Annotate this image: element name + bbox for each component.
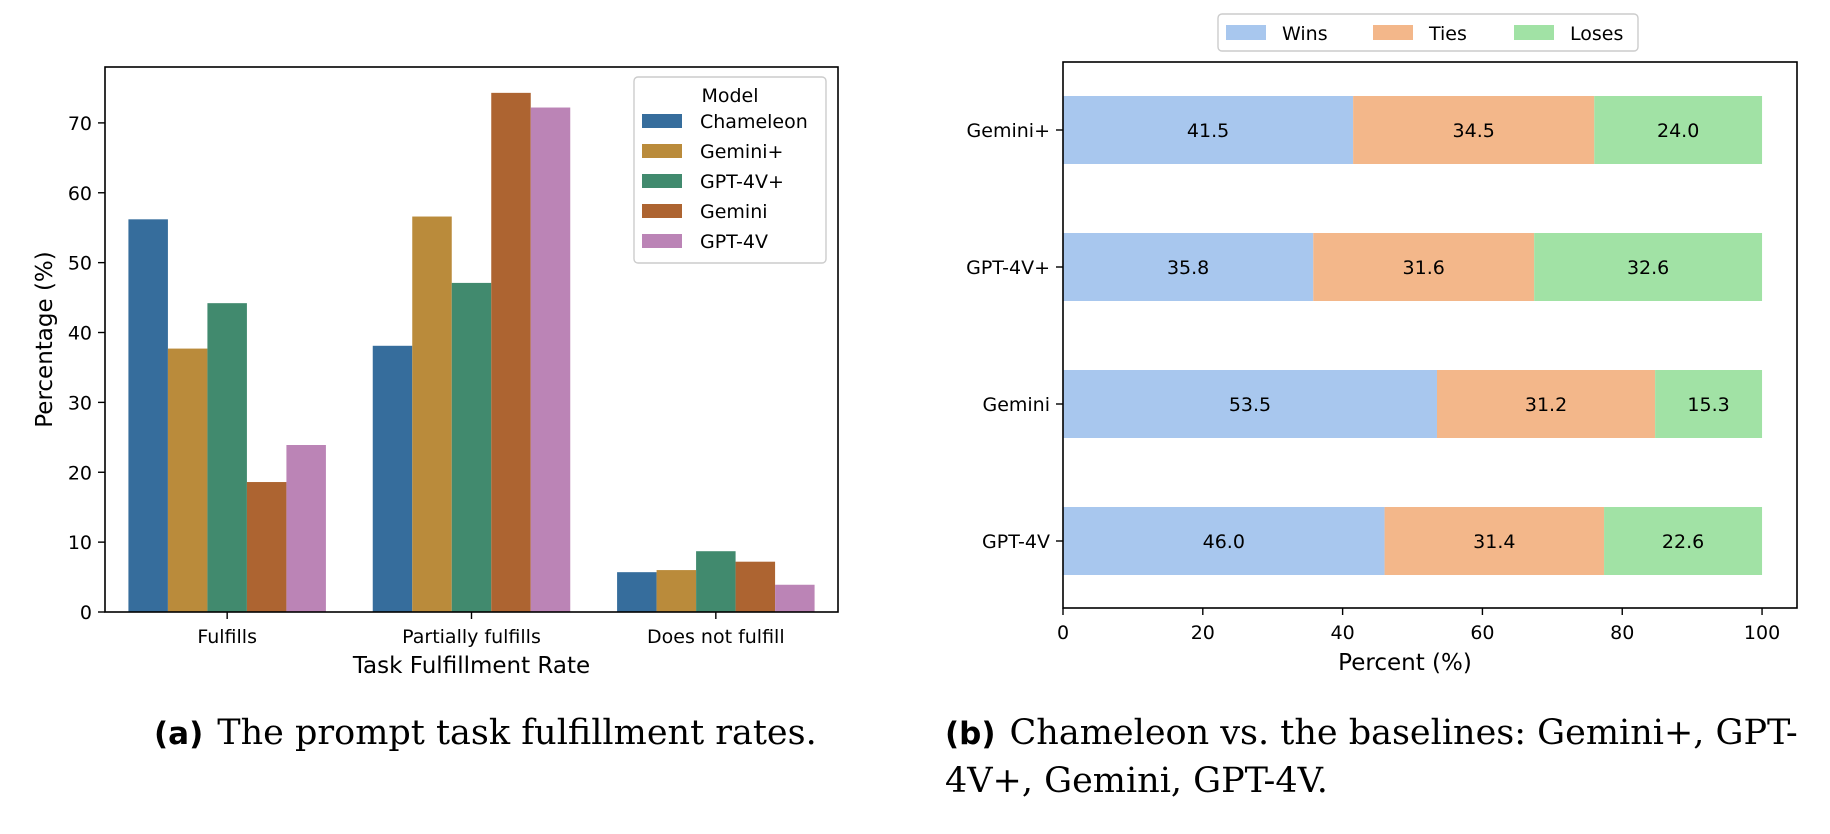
bar-chameleon-partially-fulfills xyxy=(372,345,413,612)
legend-swatch-gemini xyxy=(642,204,682,218)
data-label-loses-gpt-4v: 32.6 xyxy=(1627,257,1669,279)
legend-label-gpt-4v: GPT-4V+ xyxy=(700,171,784,193)
bar-gpt-4v-fulfills xyxy=(207,303,247,612)
bar-gpt-4v-partially-fulfills xyxy=(530,107,571,613)
data-label-loses-gemini: 24.0 xyxy=(1657,120,1699,142)
legend-swatch-ties xyxy=(1373,25,1413,40)
caption-b: (b) Chameleon vs. the baselines: Gemini+,… xyxy=(945,710,1825,805)
y-tick-label-gpt-4v: GPT-4V+ xyxy=(966,257,1050,279)
bar-ties-gpt-4v xyxy=(1384,507,1605,575)
data-label-loses-gpt-4v: 22.6 xyxy=(1662,531,1704,553)
data-label-ties-gemini: 31.2 xyxy=(1525,394,1567,416)
data-label-wins-gpt-4v: 35.8 xyxy=(1167,257,1209,279)
bar-gemini-partially-fulfills xyxy=(491,92,531,613)
x-tick-label: 80 xyxy=(1610,622,1634,644)
bar-gpt-4v-does-not-fulfill xyxy=(775,584,815,612)
bar-wins-gpt-4v xyxy=(1063,233,1314,301)
figure: 0 10 20 30 40 50 60 70 Fulfills Partially fulfill… xyxy=(32,13,1798,679)
x-tick-label-does-not-fulfill: Does not fulfill xyxy=(647,626,785,648)
legend-label-loses: Loses xyxy=(1570,23,1623,45)
bar-gemini-fulfills xyxy=(167,348,208,612)
legend-a: Model Chameleon Gemini+ GPT-4V+ Gemini GPT-4V xyxy=(633,76,827,264)
data-label-ties-gemini: 34.5 xyxy=(1453,120,1495,142)
chart-a: 0 10 20 30 40 50 60 70 Fulfills Partially fulfill… xyxy=(32,66,839,679)
y-tick-label: 30 xyxy=(68,392,92,414)
bar-ties-gpt-4v xyxy=(1313,233,1535,301)
caption-a-text: The prompt task fulfillment rates. xyxy=(217,713,817,753)
x-tick-label: 100 xyxy=(1744,622,1780,644)
bar-loses-gpt-4v xyxy=(1534,233,1763,301)
bar-gemini-fulfills xyxy=(246,482,287,612)
caption-a: (a) The prompt task fulfillment rates. xyxy=(154,710,874,758)
x-tick-label: 20 xyxy=(1191,622,1215,644)
legend-label-ties: Ties xyxy=(1428,23,1467,45)
legend-swatch-gpt-4v xyxy=(642,174,682,188)
legend-label-gemini: Gemini xyxy=(700,201,768,223)
bar-gpt-4v-partially-fulfills xyxy=(451,282,492,612)
bar-gemini-does-not-fulfill xyxy=(656,570,697,612)
y-axis-label: Percentage (%) xyxy=(32,251,58,428)
data-label-ties-gpt-4v: 31.4 xyxy=(1473,531,1515,553)
bar-chameleon-fulfills xyxy=(128,219,168,613)
data-label-wins-gpt-4v: 46.0 xyxy=(1203,531,1245,553)
legend-label-gpt-4v: GPT-4V xyxy=(700,231,768,253)
x-tick-label-partially-fulfills: Partially fulfills xyxy=(402,626,541,648)
legend-swatch-gpt-4v xyxy=(642,234,682,248)
legend-label-gemini: Gemini+ xyxy=(700,141,783,163)
x-axis-label: Percent (%) xyxy=(1338,650,1472,676)
y-tick-label: 40 xyxy=(68,323,92,345)
bar-wins-gemini xyxy=(1063,96,1354,164)
bar-ties-gemini xyxy=(1436,370,1656,438)
bar-loses-gemini xyxy=(1594,96,1763,164)
bar-gpt-4v-does-not-fulfill xyxy=(696,551,736,612)
data-label-ties-gpt-4v: 31.6 xyxy=(1403,257,1445,279)
legend-label-chameleon: Chameleon xyxy=(700,111,808,133)
legend-swatch-wins xyxy=(1226,25,1266,40)
legend-swatch-chameleon xyxy=(642,114,682,128)
caption-b-tag: (b) xyxy=(945,716,996,752)
data-label-loses-gemini: 15.3 xyxy=(1687,394,1729,416)
x-tick-label: 40 xyxy=(1331,622,1355,644)
legend-label-wins: Wins xyxy=(1282,23,1328,45)
bar-loses-gpt-4v xyxy=(1604,507,1763,575)
bar-wins-gpt-4v xyxy=(1063,507,1385,575)
y-tick-label: 50 xyxy=(68,253,92,275)
bar-ties-gemini xyxy=(1353,96,1595,164)
bar-gemini-partially-fulfills xyxy=(412,216,452,612)
y-tick-label: 10 xyxy=(68,532,92,554)
bar-gpt-4v-fulfills xyxy=(286,445,326,612)
y-tick-label-gpt-4v: GPT-4V xyxy=(982,531,1050,553)
y-tick-label-gemini: Gemini xyxy=(982,394,1050,416)
y-tick-label-gemini: Gemini+ xyxy=(967,120,1050,142)
bar-gemini-does-not-fulfill xyxy=(735,561,776,612)
chart-b-frame xyxy=(1062,61,1798,609)
y-tick-label: 70 xyxy=(68,113,92,135)
x-tick-label: 0 xyxy=(1057,622,1069,644)
legend-swatch-gemini xyxy=(642,144,682,158)
legend-a-title: Model xyxy=(701,85,758,107)
y-tick-label: 60 xyxy=(68,183,92,205)
data-label-wins-gemini: 53.5 xyxy=(1229,394,1271,416)
chart-b: 41.5 34.5 24.0 35.8 31.6 32.6 53.5 31.2 15.3 46.0… xyxy=(966,13,1798,676)
bar-wins-gemini xyxy=(1063,370,1437,438)
legend-swatch-loses xyxy=(1514,25,1554,40)
bar-chameleon-does-not-fulfill xyxy=(617,572,657,612)
bar-loses-gemini xyxy=(1655,370,1763,438)
data-label-wins-gemini: 41.5 xyxy=(1187,120,1229,142)
legend-b-frame xyxy=(1217,13,1639,52)
y-tick-label: 20 xyxy=(68,462,92,484)
x-axis-label: Task Fulfillment Rate xyxy=(352,653,590,679)
caption-b-text: Chameleon vs. the baselines: Gemini+, GP… xyxy=(945,713,1798,801)
legend-b: Wins Ties Loses xyxy=(1217,13,1639,52)
x-tick-label: 60 xyxy=(1470,622,1494,644)
y-tick-label: 0 xyxy=(80,602,92,624)
x-tick-label-fulfills: Fulfills xyxy=(197,626,257,648)
caption-a-tag: (a) xyxy=(154,716,204,752)
